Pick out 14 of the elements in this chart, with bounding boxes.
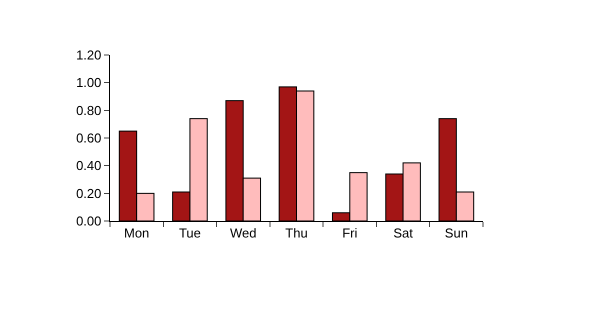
x-tick-label: Fri (342, 226, 358, 241)
x-tick-label: Mon (124, 226, 150, 241)
y-tick-label: 0.60 (76, 130, 102, 146)
x-tick-label: Thu (285, 226, 308, 241)
x-tick-label: Tue (178, 226, 201, 241)
y-tick-label: 1.00 (76, 75, 102, 90)
x-tick-label: Sun (444, 226, 468, 241)
y-tick-label: 1.20 (76, 48, 102, 63)
y-tick-label: 0.20 (76, 186, 102, 201)
y-tick-label: 0.80 (76, 102, 102, 118)
x-tick-label: Wed (230, 226, 256, 241)
y-tick-label: 0.00 (76, 214, 102, 229)
y-tick-label: 0.40 (76, 158, 102, 174)
x-tick-label: Sat (393, 226, 414, 241)
